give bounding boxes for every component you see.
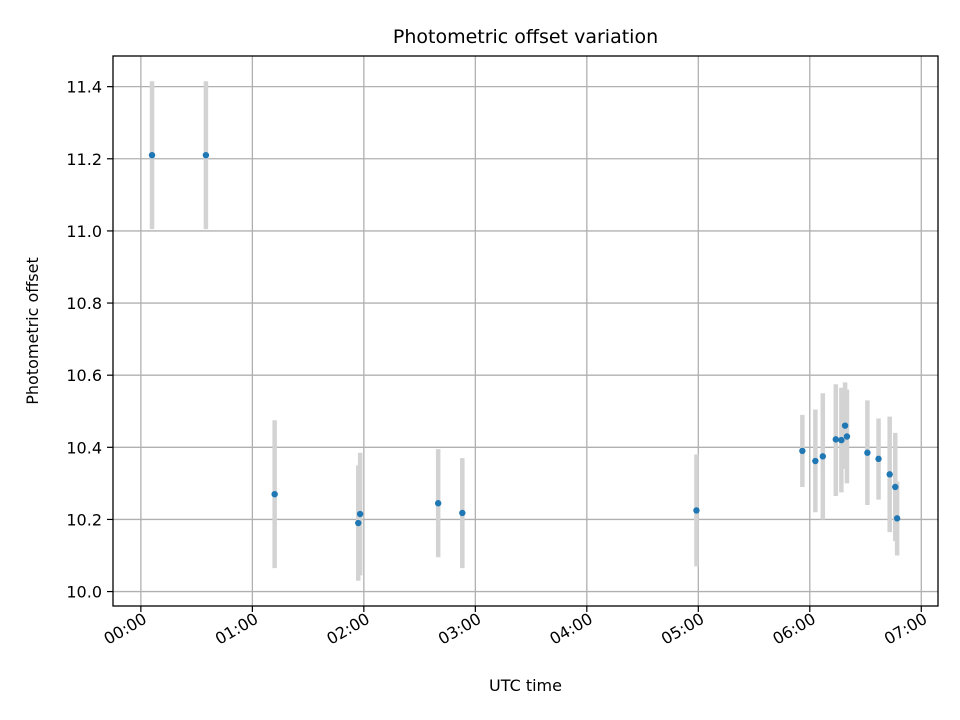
x-axis-label: UTC time [489,676,562,695]
data-point [799,447,806,455]
data-point [893,515,901,522]
data-point [434,500,442,507]
data-point [843,433,851,440]
y-tick-label: 11.4 [66,78,102,97]
data-point [812,457,819,465]
data-point [356,510,364,518]
data-point [819,453,826,460]
y-tick-label: 11.0 [66,222,102,241]
data-points [148,151,901,527]
y-tick-label: 10.6 [66,366,102,385]
plot-frame [112,55,939,607]
y-tick-label: 10.0 [66,583,102,602]
data-point [886,471,893,478]
data-point [875,455,882,463]
data-point [832,436,840,443]
chart-title: Photometric offset variation [393,26,658,48]
data-point [838,436,845,444]
y-tick-label: 10.2 [66,510,102,529]
y-axis-label: Photometric offset [23,257,42,405]
data-point [271,490,278,498]
data-point [459,509,466,517]
data-point [693,507,700,514]
data-point [892,483,899,491]
grid-lines [113,56,938,606]
y-tick-label: 10.8 [66,294,102,313]
data-point [148,151,156,159]
data-point [841,422,849,429]
y-tick-label: 11.2 [66,150,102,169]
y-tick-label: 10.4 [66,438,102,457]
data-point [202,151,210,159]
data-point [864,449,871,456]
data-point [355,519,362,527]
